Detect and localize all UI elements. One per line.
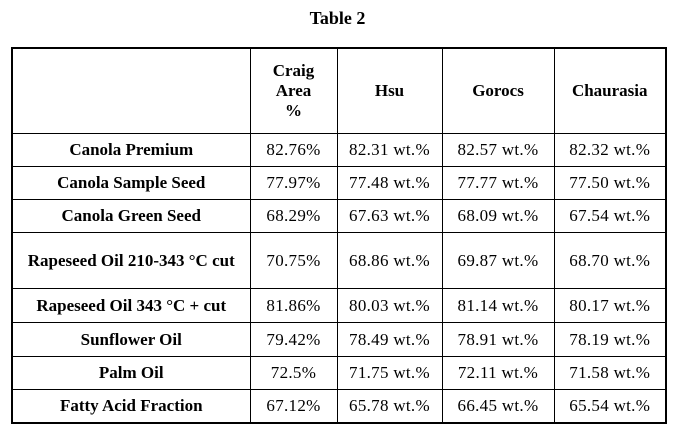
table-cell: 82.57 wt.%: [442, 134, 554, 167]
table-cell: 72.5%: [250, 357, 337, 390]
table-caption: Table 2: [0, 7, 675, 29]
row-label: Fatty Acid Fraction: [12, 390, 250, 423]
table-cell: 68.86 wt.%: [337, 233, 442, 289]
table-cell: 79.42%: [250, 323, 337, 357]
table-row: Palm Oil 72.5% 71.75 wt.% 72.11 wt.% 71.…: [12, 357, 666, 390]
table-cell: 66.45 wt.%: [442, 390, 554, 423]
row-label: Canola Green Seed: [12, 200, 250, 233]
table-row: Canola Premium 82.76% 82.31 wt.% 82.57 w…: [12, 134, 666, 167]
row-label: Sunflower Oil: [12, 323, 250, 357]
row-label: Palm Oil: [12, 357, 250, 390]
table-cell: 71.75 wt.%: [337, 357, 442, 390]
table-cell: 82.31 wt.%: [337, 134, 442, 167]
table-cell: 78.49 wt.%: [337, 323, 442, 357]
table-cell: 77.50 wt.%: [554, 167, 666, 200]
table-row: Sunflower Oil 79.42% 78.49 wt.% 78.91 wt…: [12, 323, 666, 357]
table-cell: 81.14 wt.%: [442, 289, 554, 323]
results-table: Craig Area % Hsu Gorocs Chaurasia Canola…: [11, 47, 667, 424]
table-cell: 67.54 wt.%: [554, 200, 666, 233]
header-cell-hsu: Hsu: [337, 48, 442, 134]
table-row: Rapeseed Oil 343 °C + cut 81.86% 80.03 w…: [12, 289, 666, 323]
table-cell: 65.54 wt.%: [554, 390, 666, 423]
table-cell: 80.03 wt.%: [337, 289, 442, 323]
row-label: Rapeseed Oil 343 °C + cut: [12, 289, 250, 323]
table-cell: 71.58 wt.%: [554, 357, 666, 390]
table-row: Rapeseed Oil 210-343 °C cut 70.75% 68.86…: [12, 233, 666, 289]
table-cell: 69.87 wt.%: [442, 233, 554, 289]
table-cell: 68.70 wt.%: [554, 233, 666, 289]
table-cell: 77.97%: [250, 167, 337, 200]
table-cell: 82.76%: [250, 134, 337, 167]
row-label: Rapeseed Oil 210-343 °C cut: [12, 233, 250, 289]
table-row: Canola Sample Seed 77.97% 77.48 wt.% 77.…: [12, 167, 666, 200]
header-cell-craig: Craig Area %: [250, 48, 337, 134]
table-row: Canola Green Seed 68.29% 67.63 wt.% 68.0…: [12, 200, 666, 233]
table-cell: 77.77 wt.%: [442, 167, 554, 200]
table-cell: 68.09 wt.%: [442, 200, 554, 233]
table-cell: 77.48 wt.%: [337, 167, 442, 200]
table-cell: 65.78 wt.%: [337, 390, 442, 423]
table-cell: 70.75%: [250, 233, 337, 289]
table-cell: 68.29%: [250, 200, 337, 233]
header-cell-chaurasia: Chaurasia: [554, 48, 666, 134]
table-cell: 72.11 wt.%: [442, 357, 554, 390]
table-cell: 78.19 wt.%: [554, 323, 666, 357]
table-cell: 78.91 wt.%: [442, 323, 554, 357]
row-label: Canola Sample Seed: [12, 167, 250, 200]
row-label: Canola Premium: [12, 134, 250, 167]
table-cell: 80.17 wt.%: [554, 289, 666, 323]
table-cell: 67.12%: [250, 390, 337, 423]
table-cell: 67.63 wt.%: [337, 200, 442, 233]
header-cell-empty: [12, 48, 250, 134]
table-cell: 82.32 wt.%: [554, 134, 666, 167]
header-row: Craig Area % Hsu Gorocs Chaurasia: [12, 48, 666, 134]
table-row: Fatty Acid Fraction 67.12% 65.78 wt.% 66…: [12, 390, 666, 423]
table-cell: 81.86%: [250, 289, 337, 323]
header-cell-gorocs: Gorocs: [442, 48, 554, 134]
